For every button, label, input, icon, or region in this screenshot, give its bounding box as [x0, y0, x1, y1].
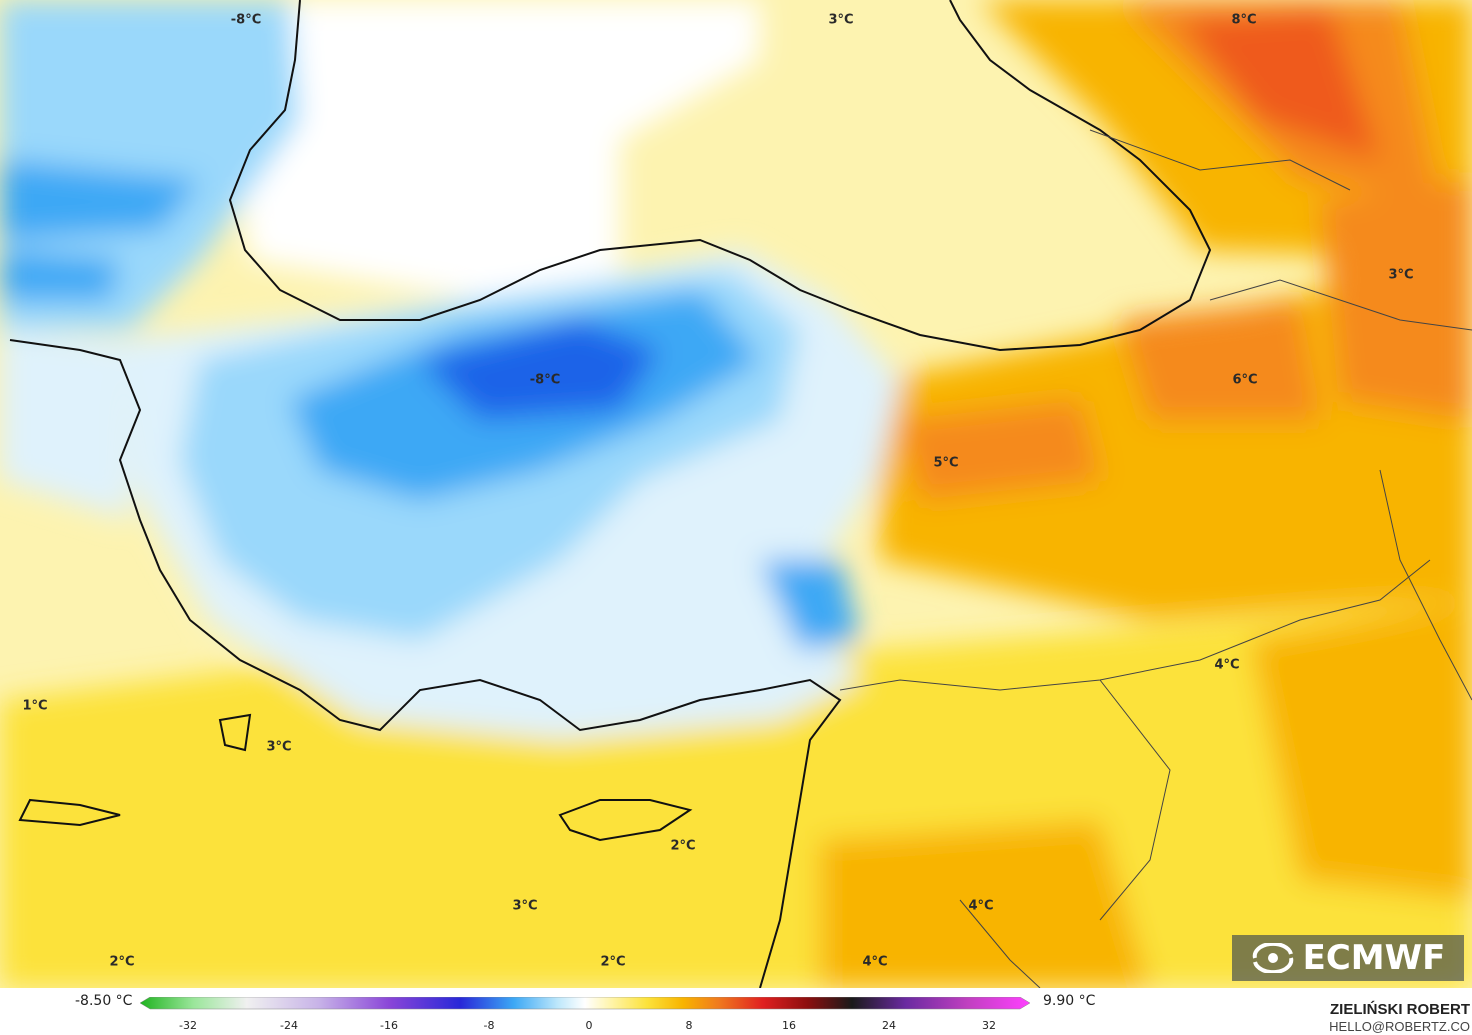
coastlines: [9, 0, 1212, 988]
ecmwf-swirl-icon: [1252, 943, 1293, 973]
temp-label-cyprus-east: 2°C: [670, 838, 696, 854]
legend-tick: -8: [483, 1019, 495, 1032]
iraq-iran-border: [1379, 469, 1472, 701]
temp-label-russia-south: 8°C: [1231, 12, 1257, 28]
syria-iraq-border: [1099, 679, 1171, 921]
weather-map: -8°C -8°C 3°C 8°C 3°C 6°C 5°C 4°C 1°C 3°…: [0, 0, 1472, 988]
legend-tick: -32: [179, 1019, 197, 1032]
hot-core-north: [1180, 10, 1380, 160]
borders: [839, 129, 1472, 988]
temperature-field: [0, 0, 1472, 988]
temp-label-east-anatolia: 5°C: [933, 455, 959, 471]
anatolia-mediterranean-coast: [9, 339, 842, 988]
black-sea-cold-area: [230, 0, 760, 300]
temp-label-jordan: 4°C: [862, 954, 888, 970]
legend-max-label: 9.90 °C: [1043, 993, 1096, 1009]
temp-label-armenia: 6°C: [1232, 372, 1258, 388]
eastern-anatolia-warm: [880, 260, 1472, 620]
caspian-hot: [1320, 180, 1472, 420]
southeast-warm: [820, 820, 1150, 988]
black-sea-coast: [228, 0, 1212, 352]
temp-label-syria-desert: 4°C: [968, 898, 994, 914]
temp-label-libya-coast: 2°C: [109, 954, 135, 970]
temp-label-ukraine-south: 3°C: [828, 12, 854, 28]
iran-west-warm: [1250, 600, 1472, 900]
temp-label-levant-sea: 3°C: [512, 898, 538, 914]
levant-sea-zone: [300, 720, 780, 988]
legend-tick: -24: [280, 1019, 298, 1032]
russia-border: [1089, 129, 1351, 191]
temp-label-rhodes: 3°C: [266, 739, 292, 755]
jordan-border: [959, 899, 1041, 988]
southern-cold-pocket: [760, 560, 860, 650]
temp-label-egypt-north: 2°C: [600, 954, 626, 970]
legend-tick: 24: [882, 1019, 896, 1032]
legend-tick: 0: [585, 1019, 593, 1032]
turkey-syria-border: [839, 559, 1431, 691]
ecmwf-logo: ECMWF: [1232, 935, 1464, 981]
legend-bar: -8.50 °C: [0, 988, 1472, 1035]
georgia-border: [1209, 279, 1472, 331]
crete-coast: [18, 798, 121, 827]
author-email: HELLO@ROBERTZ.CO: [1329, 1019, 1470, 1034]
east-anatolia-hot: [900, 400, 1100, 500]
temp-label-bulgaria-north: -8°C: [230, 12, 262, 28]
legend-min-label: -8.50 °C: [75, 993, 133, 1009]
ecmwf-logo-text: ECMWF: [1302, 938, 1446, 978]
author-name: ZIELIŃSKI ROBERT: [1329, 1001, 1470, 1018]
cyprus-coast: [558, 799, 693, 842]
temp-label-caspian: 3°C: [1388, 267, 1414, 283]
legend-tick: 16: [782, 1019, 796, 1032]
georgia-armenia-hot: [1120, 300, 1320, 420]
temp-label-aegean: 1°C: [22, 698, 48, 714]
legend-tick: 32: [982, 1019, 996, 1032]
temp-label-north-iraq: 4°C: [1214, 657, 1240, 673]
anatolia-coldest-core: [420, 320, 660, 420]
balkans-cold-core: [0, 160, 200, 240]
balkans-cold-core-2: [0, 250, 120, 300]
legend-colorbar: [140, 997, 1031, 1010]
legend-tick: -16: [380, 1019, 398, 1032]
temp-label-central-anatolia: -8°C: [529, 372, 561, 388]
legend-tick: 8: [685, 1019, 693, 1032]
balkans-cold: [0, 0, 300, 330]
aegean-cool: [0, 330, 130, 520]
rhodes-coast: [218, 713, 252, 752]
